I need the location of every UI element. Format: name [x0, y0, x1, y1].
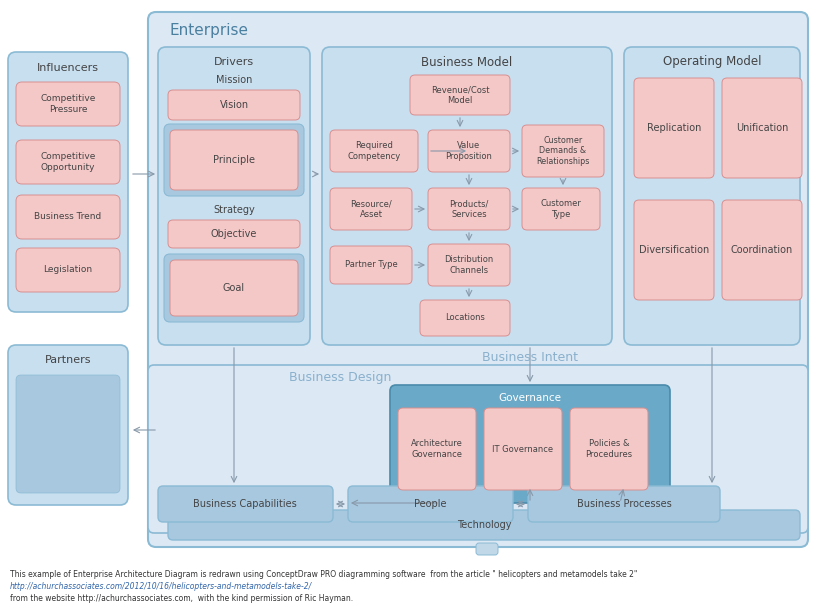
Text: People: People [414, 499, 446, 509]
Text: Objective: Objective [210, 229, 257, 239]
FancyBboxPatch shape [158, 486, 333, 522]
Text: Customer
Demands &
Relationships: Customer Demands & Relationships [536, 136, 589, 166]
FancyBboxPatch shape [168, 90, 300, 120]
FancyBboxPatch shape [623, 47, 799, 345]
Text: Business Trend: Business Trend [34, 213, 102, 222]
FancyBboxPatch shape [410, 75, 509, 115]
FancyBboxPatch shape [164, 124, 304, 196]
Text: Competitive
Pressure: Competitive Pressure [40, 94, 96, 114]
Text: Enterprise: Enterprise [170, 23, 249, 38]
FancyBboxPatch shape [329, 188, 411, 230]
FancyBboxPatch shape [16, 82, 120, 126]
FancyBboxPatch shape [8, 345, 128, 505]
FancyBboxPatch shape [397, 408, 475, 490]
Text: Strategy: Strategy [213, 205, 255, 215]
Text: Influencers: Influencers [37, 63, 99, 73]
Text: Technology: Technology [456, 520, 510, 530]
FancyBboxPatch shape [168, 510, 799, 540]
Text: Mission: Mission [215, 75, 252, 85]
FancyBboxPatch shape [428, 130, 509, 172]
Text: Diversification: Diversification [638, 245, 708, 255]
Text: Products/
Services: Products/ Services [449, 200, 488, 219]
FancyBboxPatch shape [522, 188, 600, 230]
FancyBboxPatch shape [170, 130, 297, 190]
FancyBboxPatch shape [158, 47, 310, 345]
FancyBboxPatch shape [428, 244, 509, 286]
FancyBboxPatch shape [633, 78, 713, 178]
Text: Policies &
Procedures: Policies & Procedures [585, 439, 631, 459]
Text: Business Model: Business Model [421, 55, 512, 68]
FancyBboxPatch shape [170, 260, 297, 316]
Text: Legislation: Legislation [43, 265, 93, 275]
FancyBboxPatch shape [168, 220, 300, 248]
Text: Business Design: Business Design [288, 371, 391, 384]
FancyBboxPatch shape [390, 385, 669, 503]
FancyBboxPatch shape [428, 188, 509, 230]
FancyBboxPatch shape [164, 254, 304, 322]
FancyBboxPatch shape [419, 300, 509, 336]
Text: Principle: Principle [213, 155, 255, 165]
FancyBboxPatch shape [16, 195, 120, 239]
FancyBboxPatch shape [16, 248, 120, 292]
FancyBboxPatch shape [527, 486, 719, 522]
FancyBboxPatch shape [347, 486, 513, 522]
FancyBboxPatch shape [16, 375, 120, 493]
FancyBboxPatch shape [569, 408, 647, 490]
Text: This example of Enterprise Architecture Diagram is redrawn using ConceptDraw PRO: This example of Enterprise Architecture … [10, 570, 636, 579]
FancyBboxPatch shape [147, 12, 807, 547]
FancyBboxPatch shape [329, 130, 418, 172]
Text: Drivers: Drivers [214, 57, 254, 67]
FancyBboxPatch shape [633, 200, 713, 300]
Text: Business Processes: Business Processes [576, 499, 671, 509]
Text: Locations: Locations [445, 314, 484, 323]
Text: Operating Model: Operating Model [662, 55, 760, 68]
Text: Architecture
Governance: Architecture Governance [410, 439, 463, 459]
FancyBboxPatch shape [475, 543, 497, 555]
Text: Replication: Replication [646, 123, 700, 133]
Text: Required
Competency: Required Competency [347, 141, 400, 161]
Text: Vision: Vision [219, 100, 248, 110]
FancyBboxPatch shape [8, 52, 128, 312]
Text: Value
Proposition: Value Proposition [445, 141, 492, 161]
Text: Business Capabilities: Business Capabilities [193, 499, 296, 509]
Text: IT Governance: IT Governance [492, 445, 553, 453]
Text: Unification: Unification [735, 123, 787, 133]
FancyBboxPatch shape [329, 246, 411, 284]
Text: Goal: Goal [223, 283, 245, 293]
FancyBboxPatch shape [147, 365, 807, 533]
Text: Distribution
Channels: Distribution Channels [444, 255, 493, 275]
Text: Coordination: Coordination [730, 245, 792, 255]
Text: Partner Type: Partner Type [344, 261, 397, 269]
Text: Business Intent: Business Intent [482, 352, 577, 365]
Text: Resource/
Asset: Resource/ Asset [350, 200, 391, 219]
FancyBboxPatch shape [522, 125, 604, 177]
FancyBboxPatch shape [721, 78, 801, 178]
Text: Customer
Type: Customer Type [540, 200, 581, 219]
FancyBboxPatch shape [322, 47, 611, 345]
Text: Governance: Governance [498, 393, 561, 403]
FancyBboxPatch shape [16, 140, 120, 184]
Text: Competitive
Opportunity: Competitive Opportunity [40, 152, 96, 172]
Text: Revenue/Cost
Model: Revenue/Cost Model [430, 85, 489, 105]
FancyBboxPatch shape [721, 200, 801, 300]
Text: from the website http://achurchassociates.com,  with the kind permission of Ric : from the website http://achurchassociate… [10, 594, 353, 603]
Text: Partners: Partners [45, 355, 91, 365]
Text: http://achurchassociates.com/2012/10/16/helicopters-and-metamodels-take-2/: http://achurchassociates.com/2012/10/16/… [10, 582, 312, 591]
FancyBboxPatch shape [483, 408, 561, 490]
